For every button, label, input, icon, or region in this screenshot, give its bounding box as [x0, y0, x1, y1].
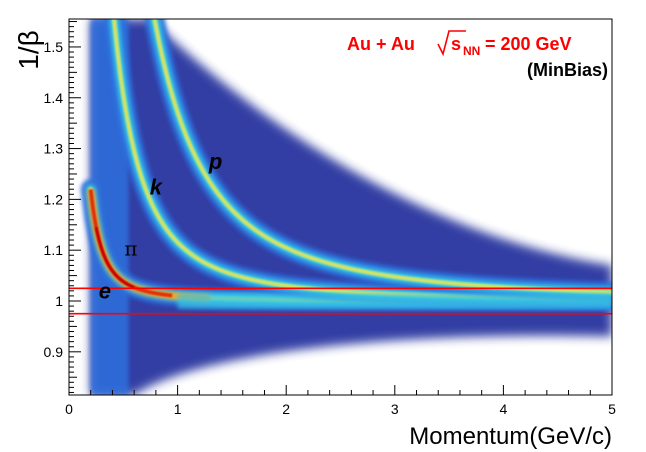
energy-label: = 200 GeV: [485, 34, 572, 54]
y-tick-label: 1.3: [44, 141, 64, 157]
y-tick-label: 1.1: [44, 242, 64, 258]
plot-frame: [68, 18, 613, 396]
band-label-e: e: [99, 278, 111, 303]
y-tick-label: 1.2: [44, 191, 64, 207]
x-tick-label: 1: [174, 401, 182, 417]
sqrt-symbol: [437, 30, 466, 57]
pion-core-darkred: [94, 226, 135, 289]
sqrt-s-label: s: [451, 34, 461, 54]
x-tick-label: 0: [65, 401, 73, 417]
x-axis-title: Momentum(GeV/c): [409, 423, 612, 450]
collision-annotation: Au + Au s NN = 200 GeV: [347, 30, 572, 58]
sqrt-s-subscript: NN: [463, 44, 480, 58]
y-axis-title: 1/β: [13, 30, 44, 69]
collision-label: Au + Au: [347, 34, 415, 54]
band-label-pi: π: [124, 236, 137, 260]
heatmap-bands: [80, 19, 612, 395]
cut-lines: [69, 287, 612, 315]
x-tick-label: 4: [500, 401, 508, 417]
merged-band: [177, 293, 612, 309]
y-tick-label: 1.4: [44, 90, 64, 106]
trigger-label: (MinBias): [527, 60, 608, 80]
x-axis: 0 1 2 3 4 5: [65, 385, 616, 417]
x-tick-label: 2: [282, 401, 290, 417]
y-tick-label: 1.5: [44, 39, 64, 55]
x-tick-label: 3: [391, 401, 399, 417]
band-labels: π k p e: [99, 149, 223, 304]
band-label-k: k: [150, 174, 164, 199]
y-tick-label: 1: [55, 293, 63, 309]
x-tick-label: 5: [608, 401, 616, 417]
y-tick-label: 0.9: [44, 344, 64, 360]
band-label-p: p: [208, 149, 222, 174]
y-axis: 0.9 1 1.1 1.2 1.3 1.4 1.5: [44, 21, 81, 393]
